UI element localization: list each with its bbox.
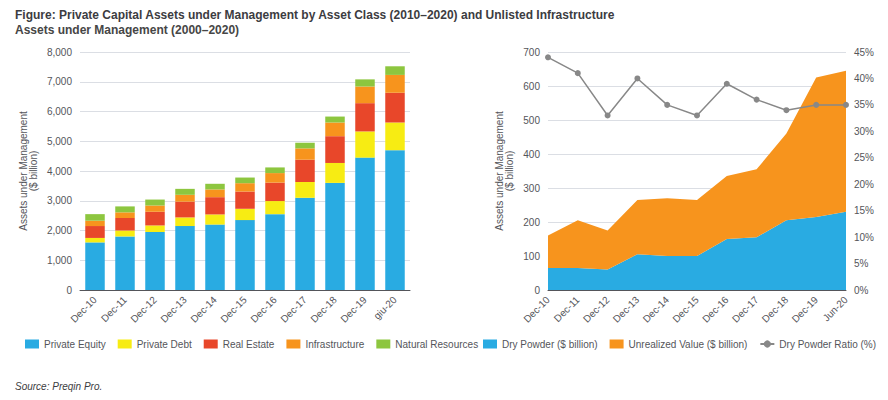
svg-text:Dec-19: Dec-19 [790,294,821,325]
svg-text:Dry Powder ($ billion): Dry Powder ($ billion) [502,339,598,350]
svg-text:Dry Powder Ratio (%): Dry Powder Ratio (%) [779,339,876,350]
svg-text:6,000: 6,000 [47,106,72,117]
svg-text:4,000: 4,000 [47,166,72,177]
svg-text:1,000: 1,000 [47,255,72,266]
svg-text:Dec-12: Dec-12 [581,294,612,325]
svg-text:7,000: 7,000 [47,76,72,87]
svg-text:5%: 5% [854,258,869,269]
svg-text:40%: 40% [854,73,874,84]
svg-text:Dec-10: Dec-10 [68,294,99,325]
svg-text:Dec-14: Dec-14 [188,294,219,325]
svg-text:Assets under Management: Assets under Management [493,111,505,231]
svg-text:0%: 0% [854,285,869,296]
svg-text:Dec-13: Dec-13 [158,294,189,325]
svg-text:2,000: 2,000 [47,225,72,236]
svg-text:200: 200 [523,217,540,228]
svg-text:giu-20: giu-20 [371,294,399,322]
svg-text:Dec-12: Dec-12 [128,294,159,325]
svg-text:Unrealized Value ($ billion): Unrealized Value ($ billion) [629,339,748,350]
svg-text:Dec-16: Dec-16 [248,294,279,325]
svg-text:Real Estate: Real Estate [223,339,275,350]
svg-text:300: 300 [523,183,540,194]
svg-text:Dec-13: Dec-13 [611,294,642,325]
svg-text:Assets under Management (2000–: Assets under Management (2000–2020) [15,23,239,37]
svg-text:600: 600 [523,81,540,92]
svg-text:5,000: 5,000 [47,136,72,147]
svg-text:Dec-16: Dec-16 [700,294,731,325]
svg-text:Natural Resources: Natural Resources [395,339,478,350]
svg-text:Dec-17: Dec-17 [730,294,761,325]
svg-text:35%: 35% [854,99,874,110]
svg-text:45%: 45% [854,47,874,58]
svg-text:100: 100 [523,251,540,262]
svg-text:Dec-14: Dec-14 [641,294,672,325]
svg-text:10%: 10% [854,232,874,243]
svg-text:25%: 25% [854,152,874,163]
svg-text:30%: 30% [854,126,874,137]
svg-text:3,000: 3,000 [47,195,72,206]
svg-text:Dec-11: Dec-11 [552,294,582,324]
svg-text:Assets under Management: Assets under Management [17,111,29,231]
svg-text:Dec-17: Dec-17 [278,294,309,325]
svg-text:Private Debt: Private Debt [137,339,192,350]
svg-text:15%: 15% [854,205,874,216]
svg-text:Dec-15: Dec-15 [218,294,249,325]
svg-text:20%: 20% [854,179,874,190]
svg-text:400: 400 [523,149,540,160]
svg-text:Dec-18: Dec-18 [308,294,339,325]
svg-text:700: 700 [523,47,540,58]
svg-text:Dec-11: Dec-11 [99,294,129,324]
svg-text:Dec-10: Dec-10 [521,294,552,325]
svg-text:Infrastructure: Infrastructure [305,339,364,350]
svg-text:Private Equity: Private Equity [44,339,106,350]
svg-text:500: 500 [523,115,540,126]
svg-text:($ billion): ($ billion) [28,151,39,192]
svg-text:Dec-18: Dec-18 [760,294,791,325]
svg-text:0: 0 [66,285,72,296]
svg-text:Dec-15: Dec-15 [670,294,701,325]
svg-text:Source: Preqin Pro.: Source: Preqin Pro. [15,381,102,392]
svg-text:($ billion): ($ billion) [504,151,515,192]
svg-text:Figure: Private Capital Assets: Figure: Private Capital Assets under Man… [15,8,615,22]
svg-text:Dec-19: Dec-19 [338,294,369,325]
svg-text:Jun-20: Jun-20 [821,294,851,324]
svg-text:0: 0 [534,285,540,296]
svg-text:8,000: 8,000 [47,47,72,58]
